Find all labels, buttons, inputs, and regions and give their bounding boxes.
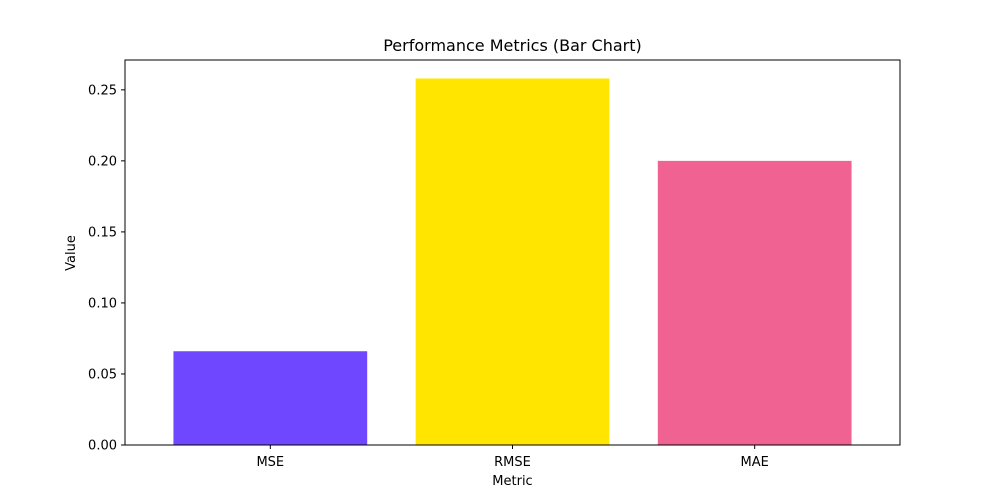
bar-mse (173, 351, 368, 445)
y-tick-label: 0.25 (88, 83, 117, 98)
chart-title: Performance Metrics (Bar Chart) (383, 36, 642, 55)
x-axis-ticks: MSE RMSE MAE (256, 445, 769, 470)
bar-rmse (415, 78, 610, 445)
bars-group (173, 78, 852, 445)
y-tick-label: 0.00 (88, 439, 117, 454)
y-tick-label: 0.10 (88, 296, 117, 311)
x-tick-label: RMSE (494, 455, 531, 470)
x-tick-label: MAE (741, 455, 769, 470)
y-tick-label: 0.15 (88, 225, 117, 240)
y-tick-label: 0.20 (88, 154, 117, 169)
x-tick-label: MSE (256, 455, 284, 470)
y-axis-ticks: 0.00 0.05 0.10 0.15 0.20 0.25 (88, 83, 125, 454)
y-tick-label: 0.05 (88, 367, 117, 382)
bar-mae (657, 160, 852, 445)
plot-frame (124, 59, 901, 446)
x-axis-label: Metric (492, 474, 532, 489)
y-axis-label: Value (64, 235, 79, 271)
